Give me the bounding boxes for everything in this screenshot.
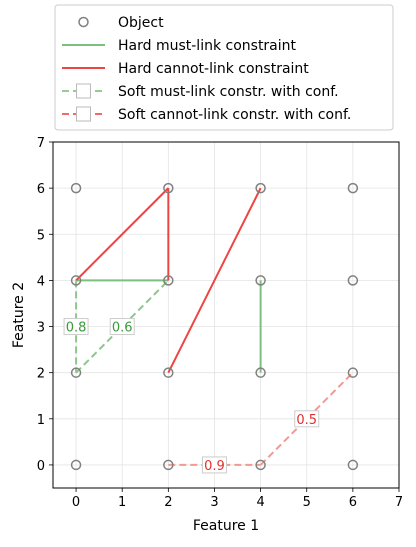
y-tick-label: 5 — [37, 228, 45, 243]
object-marker — [347, 459, 359, 471]
x-axis-label: Feature 1 — [193, 518, 259, 534]
x-tick-label: 1 — [118, 495, 126, 510]
object-marker — [255, 182, 266, 194]
y-tick-label: 4 — [37, 274, 45, 289]
y-tick-label: 1 — [37, 413, 45, 428]
legend-label: Soft cannot-link constr. with conf. — [118, 107, 351, 123]
object-marker — [70, 459, 82, 471]
x-tick-label: 5 — [303, 495, 311, 510]
hard-cannot-link-line — [75, 187, 170, 282]
hard-cannot-link-line — [167, 187, 262, 374]
legend-label: Hard cannot-link constraint — [118, 61, 309, 77]
legend-label: Hard must-link constraint — [118, 38, 297, 54]
soft-must-link-confidence: 0.6 — [112, 321, 133, 336]
object-marker — [347, 182, 359, 194]
objects — [70, 182, 359, 471]
legend-box-icon — [76, 83, 91, 99]
soft-cannot-link-confidence: 0.5 — [296, 413, 317, 428]
soft-cannot-link-confidence-box — [201, 456, 227, 474]
x-tick-label: 7 — [395, 495, 403, 510]
y-axis-label: Feature 2 — [11, 282, 27, 348]
y-tick-label: 7 — [37, 136, 45, 151]
plot-frame — [52, 141, 400, 489]
x-tick-label: 6 — [349, 495, 357, 510]
y-tick-label: 0 — [37, 459, 45, 474]
object-marker — [347, 275, 359, 286]
legend-marker-object — [78, 16, 89, 28]
grid — [53, 141, 400, 488]
object-marker — [70, 367, 82, 378]
x-tick-label: 0 — [72, 495, 80, 510]
legend-label: Object — [118, 15, 164, 31]
object-marker — [163, 275, 174, 286]
y-tick-label: 6 — [37, 182, 45, 197]
object-marker — [255, 275, 266, 286]
object-marker — [163, 182, 174, 194]
soft-must-link-confidence: 0.8 — [66, 321, 87, 336]
y-tick-label: 2 — [37, 367, 45, 382]
x-ticks: 0 1 2 3 4 5 6 7 — [72, 488, 403, 510]
soft-must-link-confidence-box — [109, 318, 135, 336]
soft-cannot-link-confidence-box — [294, 410, 320, 428]
object-marker — [347, 367, 359, 378]
confidence-labels: 0.8 0.6 0.9 0.5 — [63, 318, 320, 474]
object-marker — [163, 459, 174, 471]
legend-label: Soft must-link constr. with conf. — [118, 84, 339, 100]
x-tick-label: 2 — [164, 495, 172, 510]
object-marker — [255, 459, 266, 471]
y-ticks: 0 1 2 3 4 5 6 7 — [37, 136, 53, 474]
legend-frame — [54, 4, 394, 131]
object-marker — [255, 367, 266, 378]
legend: Object Hard must-link constraint Hard cann… — [54, 4, 394, 131]
object-marker — [163, 367, 174, 378]
object-marker — [70, 182, 82, 194]
x-tick-label: 3 — [210, 495, 218, 510]
soft-must-link-confidence-box — [63, 318, 89, 336]
legend-box-icon — [76, 106, 91, 122]
object-marker — [70, 275, 82, 286]
y-tick-label: 3 — [37, 321, 45, 336]
soft-cannot-link-confidence: 0.9 — [204, 459, 225, 474]
x-tick-label: 4 — [256, 495, 264, 510]
